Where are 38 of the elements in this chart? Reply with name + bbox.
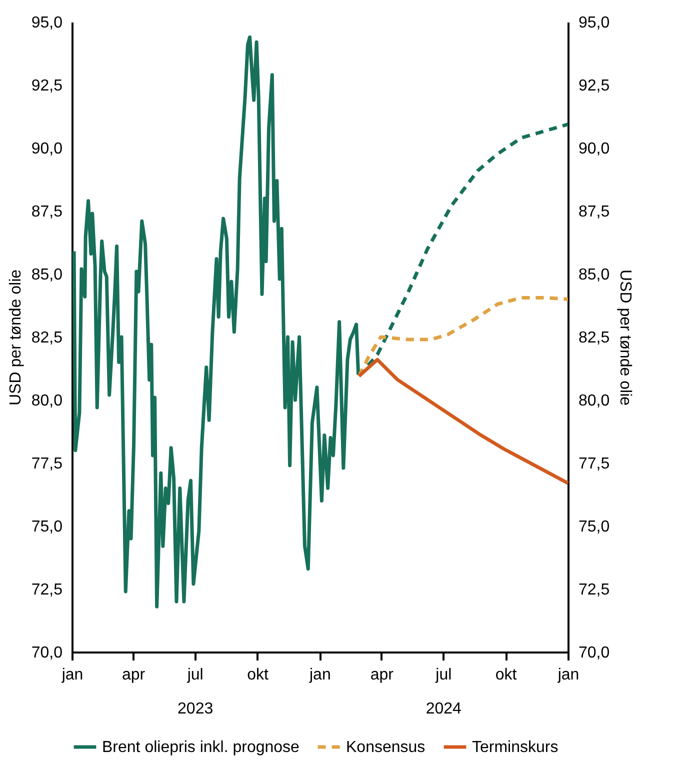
y2-axis-title: USD per tønde olie xyxy=(616,269,634,406)
y2-tick-label: 90,0 xyxy=(578,140,610,158)
x-tick-label: jul 2024 xyxy=(426,666,462,718)
y-axis-title: USD per tønde olie xyxy=(7,269,24,406)
y2-tick-label: 92,5 xyxy=(578,78,610,94)
y2-tick-label: 82,5 xyxy=(578,330,610,346)
y2-tick-label: 85,0 xyxy=(578,266,610,284)
y-tick-label: 77,5 xyxy=(31,456,63,472)
x-tick-label: jan xyxy=(556,666,580,684)
y-tick-label: 87,5 xyxy=(31,204,63,220)
y2-tick-label: 95,0 xyxy=(578,14,610,32)
y-tick-label: 90,0 xyxy=(31,140,63,158)
y-tick-label: 80,0 xyxy=(31,392,63,410)
line-series xyxy=(357,296,570,378)
x-tick-label: apr xyxy=(370,666,394,684)
legend-label: Konsensus xyxy=(346,739,426,756)
line-series xyxy=(357,358,570,485)
x-tick-label: okt xyxy=(495,666,518,684)
x-tick-label: jan xyxy=(308,666,331,684)
y2-tick-label: 77,5 xyxy=(578,456,610,472)
y-tick-label: 95,0 xyxy=(31,14,63,32)
y-tick-label: 70,0 xyxy=(31,644,63,662)
y2-tick-label: 87,5 xyxy=(578,204,610,220)
y2-tick-label: 80,0 xyxy=(578,392,610,410)
y-tick-label: 92,5 xyxy=(31,78,63,94)
legend-label: Terminskurs xyxy=(472,739,558,756)
y-tick-label: 85,0 xyxy=(31,266,63,284)
legend-label: Brent oliepris inkl. prognose xyxy=(102,739,300,756)
y-tick-label: 82,5 xyxy=(31,330,63,346)
y-tick-label: 72,5 xyxy=(31,582,63,598)
x-tick-label: jul 2023 xyxy=(178,666,214,718)
x-tick-label: apr xyxy=(122,666,146,684)
y2-tick-label: 72,5 xyxy=(578,582,610,598)
x-tick-label: jan xyxy=(60,666,84,684)
x-tick-label: okt xyxy=(247,666,269,684)
y2-tick-label: 75,0 xyxy=(578,518,610,536)
y-tick-label: 75,0 xyxy=(31,518,63,536)
y2-tick-label: 70,0 xyxy=(578,644,610,662)
